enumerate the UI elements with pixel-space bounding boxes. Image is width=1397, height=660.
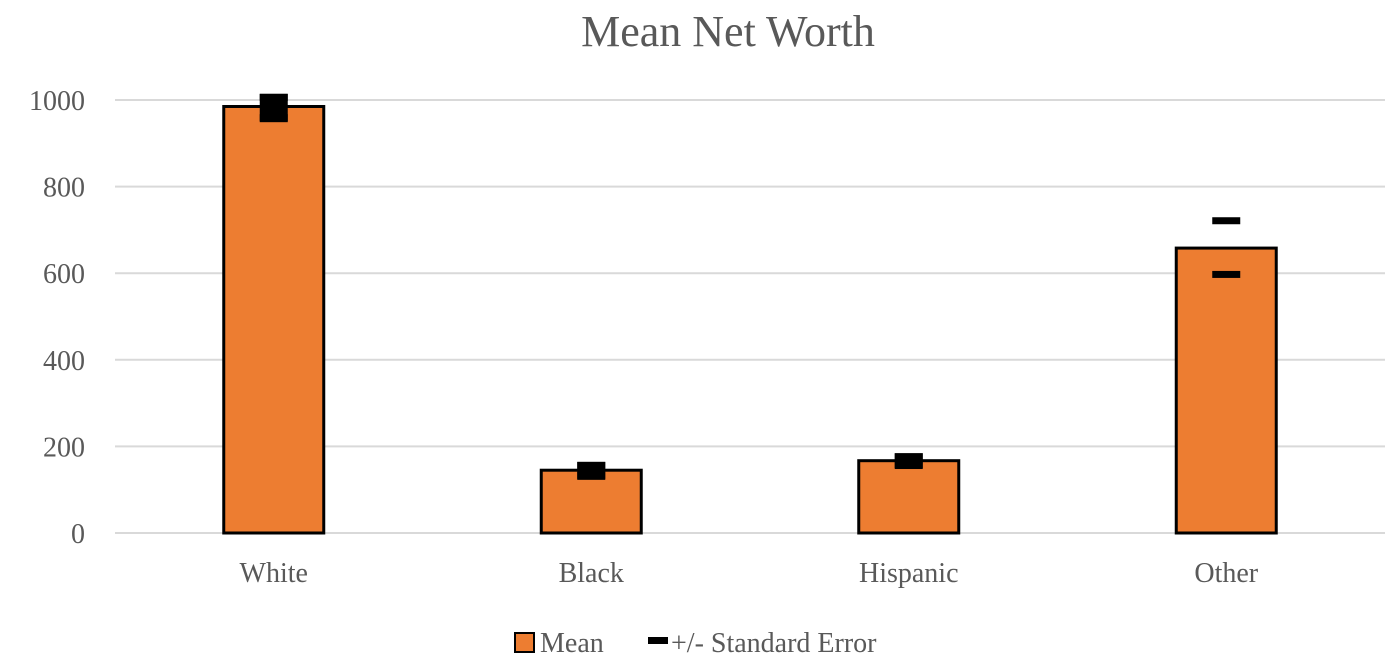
y-tick-label: 400 (43, 346, 85, 377)
x-tick-label: Other (1194, 558, 1258, 589)
error-bar-span (259, 93, 288, 123)
y-axis-ticks: 0 200 400 600 800 1000 (29, 86, 85, 550)
x-axis-categories: White Black Hispanic Other (240, 558, 1259, 589)
x-tick-label: Hispanic (859, 558, 959, 589)
legend-label-error: +/- Standard Error (671, 628, 877, 659)
y-tick-label: 800 (43, 173, 85, 204)
legend-swatch-error (648, 637, 668, 644)
gridlines (115, 99, 1385, 534)
error-bar-span (577, 461, 606, 480)
y-tick-label: 200 (43, 432, 85, 463)
bar-other (1174, 246, 1278, 535)
x-tick-label: Black (559, 558, 624, 589)
bar-white (222, 104, 326, 535)
error-bars (259, 93, 1241, 480)
x-tick-label: White (240, 558, 308, 589)
y-tick-label: 0 (71, 519, 85, 550)
chart-title: Mean Net Worth (581, 7, 875, 56)
bars (222, 104, 1278, 535)
legend-label-mean: Mean (540, 628, 604, 659)
legend-swatch-mean (514, 632, 535, 653)
y-tick-label: 600 (43, 259, 85, 290)
y-tick-label: 1000 (29, 86, 85, 117)
error-bar-upper (1212, 217, 1241, 225)
legend: Mean +/- Standard Error (514, 628, 877, 659)
bar-hispanic (857, 459, 961, 535)
error-bar-lower (1212, 270, 1241, 278)
error-bar-span (894, 453, 923, 470)
